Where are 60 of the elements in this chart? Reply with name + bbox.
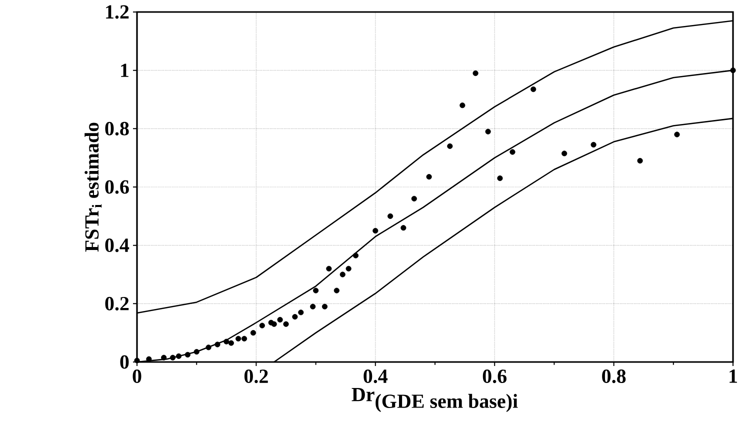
x-tick-label: 1 [730,370,737,383]
point [194,348,200,355]
point [447,143,453,149]
point [283,321,289,327]
point [590,142,596,148]
y-tick-label: 0.4 [105,238,130,252]
point [228,340,234,346]
point [322,304,328,310]
point [214,342,220,348]
point [637,158,643,164]
point [426,174,432,180]
point [411,196,417,202]
point [730,68,736,74]
point [161,354,167,360]
point [485,128,491,134]
point [674,132,680,138]
x-tick-label: 0.8 [602,370,626,384]
x-tick-label: 0.6 [482,370,507,384]
y-tick-label: 0.2 [105,296,129,310]
point [497,175,503,182]
point [510,149,516,155]
point [313,288,319,294]
point [146,356,152,362]
y-tick-label: 0.8 [105,122,129,136]
point [236,336,242,342]
y-tick-label: 1 [121,64,128,77]
point [400,225,406,231]
point [334,288,340,294]
x-axis-title: $\textbf{Dr}_{\textbf{(GDE sem base)i}}$ [352,388,518,412]
point [372,228,378,234]
point [259,322,265,328]
point [346,266,352,272]
x-tick-label: 0 [132,370,142,384]
y-tick-label: 0.6 [105,180,129,194]
point [460,102,466,108]
y-tick-label: 0 [120,355,129,369]
point [298,310,304,316]
point [292,314,298,320]
point [388,213,394,219]
y-axis-title: FSTr$_{i}$ estimado [84,122,102,252]
point [184,352,190,358]
point [310,304,316,310]
point [326,266,332,272]
point [562,150,568,156]
point [224,338,230,344]
point [271,321,277,327]
point [241,336,248,342]
x-tick-label: 0.4 [364,370,388,384]
point [206,344,212,350]
point [530,86,536,92]
x-tick-label: 0.2 [244,370,268,384]
point [170,354,176,360]
y-tick-label: 1.2 [106,5,129,19]
point [277,316,283,323]
point [134,358,140,364]
point [176,353,182,359]
point [340,272,346,278]
point [250,330,256,336]
point [352,252,359,258]
point [472,70,478,76]
